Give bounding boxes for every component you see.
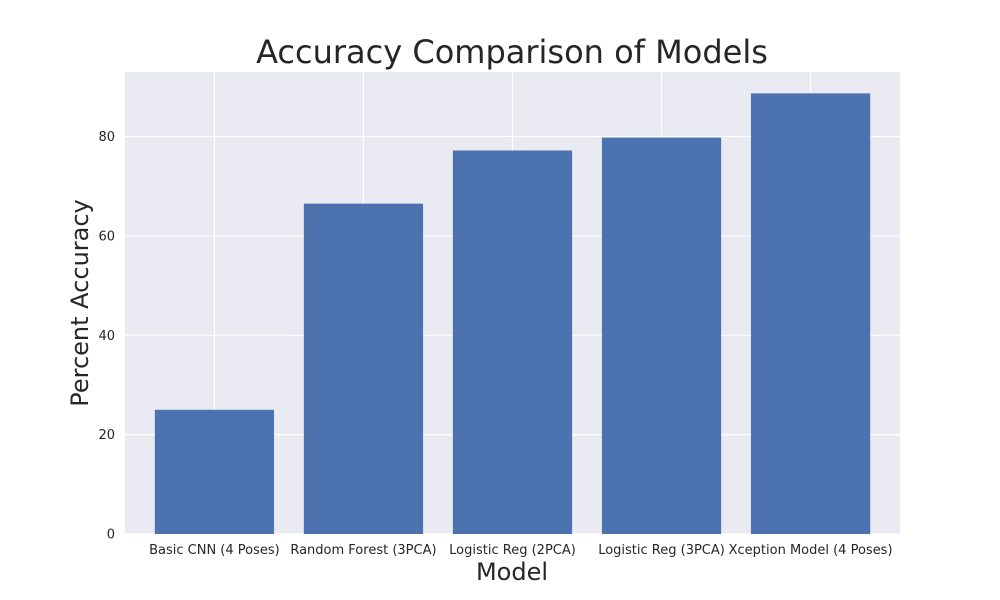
y-tick-label: 80 [98,130,115,145]
y-axis-label: Percent Accuracy [66,199,94,407]
x-tick-label: Basic CNN (4 Poses) [149,543,280,558]
chart-title: Accuracy Comparison of Models [256,33,768,71]
x-tick-label: Random Forest (3PCA) [290,543,436,558]
bar [154,409,275,534]
bar [750,93,871,534]
bar [601,137,722,534]
y-tick-label: 0 [107,528,115,543]
y-tick-label: 40 [98,329,115,344]
x-tick-label: Logistic Reg (3PCA) [598,543,725,558]
y-tick-label: 60 [98,229,115,244]
bars [154,93,871,535]
y-tick-labels: 0 20 40 60 80 [98,130,115,542]
x-axis-label: Model [476,558,548,586]
bar [303,203,424,535]
x-tick-labels: Basic CNN (4 Poses) Random Forest (3PCA) L… [149,543,892,558]
bar [452,150,573,534]
x-tick-label: Logistic Reg (2PCA) [449,543,576,558]
y-tick-label: 20 [98,428,115,443]
x-tick-label: Xception Model (4 Poses) [729,543,893,558]
